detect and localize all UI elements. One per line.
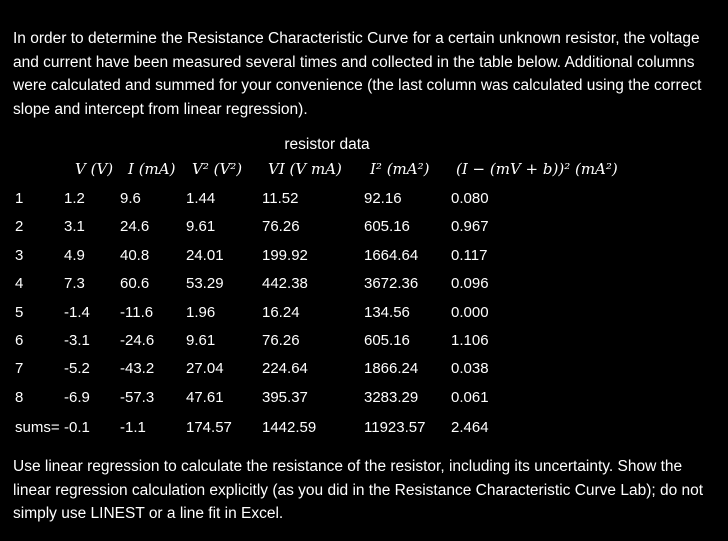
header-vi: VI (V mA)	[268, 160, 342, 178]
row-index: 3	[15, 246, 24, 264]
header-residual: (I − (mV + b))² (mA²)	[456, 160, 618, 178]
sum-cell-res: 2.464	[451, 419, 489, 436]
header-v: V (V)	[75, 160, 114, 178]
table-cell-v2: 47.61	[186, 388, 224, 406]
table-cell-res: 0.000	[451, 303, 489, 321]
row-index: 8	[15, 388, 24, 406]
table-cell-v: 1.2	[64, 190, 85, 207]
table-cell-i2: 3672.36	[364, 275, 419, 293]
table-cell-i2: 605.16	[364, 218, 410, 236]
table-cell-v: -1.4	[64, 303, 90, 321]
instructions-paragraph: Use linear regression to calculate the r…	[13, 458, 704, 522]
table-cell-v2: 53.29	[186, 275, 224, 293]
intro-paragraph: In order to determine the Resistance Cha…	[13, 30, 702, 118]
header-i2: I² (mA²)	[370, 160, 430, 178]
table-cell-i2: 1866.24	[364, 360, 419, 378]
table-cell-res: 0.096	[451, 275, 489, 293]
table-cell-res: 0.117	[451, 246, 488, 264]
sum-cell-v: -0.1	[64, 419, 90, 436]
table-cell-v: -3.1	[64, 332, 90, 349]
table-cell-res: 0.967	[451, 218, 489, 236]
table-cell-v: -6.9	[64, 388, 90, 406]
row-index: 1	[15, 190, 24, 207]
header-i: I (mA)	[128, 160, 176, 178]
table-cell-v2: 1.44	[186, 190, 216, 207]
table-cell-res: 0.061	[451, 388, 489, 406]
table-cell-vi: 395.37	[262, 388, 308, 406]
table-cell-i: 40.8	[120, 246, 150, 264]
table-cell-res: 1.106	[451, 332, 489, 349]
header-v2: V² (V²)	[192, 160, 243, 178]
sum-cell-i: -1.1	[120, 419, 146, 436]
table-cell-res: 0.080	[451, 190, 489, 207]
table-cell-vi: 16.24	[262, 303, 300, 321]
table-cell-v2: 1.96	[186, 303, 216, 321]
table-cell-vi: 442.38	[262, 275, 308, 293]
sum-cell-i2: 11923.57	[364, 419, 426, 436]
sums-label: sums=	[15, 419, 60, 436]
table-cell-i2: 605.16	[364, 332, 410, 349]
table-cell-v2: 9.61	[186, 332, 216, 349]
table-cell-i: -11.6	[120, 303, 154, 321]
table-cell-i: -24.6	[120, 332, 155, 349]
table-cell-i2: 134.56	[364, 303, 410, 321]
table-cell-i: 60.6	[120, 275, 150, 293]
row-index: 7	[15, 360, 24, 378]
row-index: 4	[15, 275, 24, 293]
table-cell-vi: 224.64	[262, 360, 308, 378]
row-index: 6	[15, 332, 24, 349]
row-index: 2	[15, 218, 24, 236]
table-cell-i2: 92.16	[364, 190, 402, 207]
table-cell-vi: 11.52	[262, 190, 299, 207]
table-cell-vi: 199.92	[262, 246, 308, 264]
table-caption: resistor data	[284, 136, 370, 153]
table-cell-i: 24.6	[120, 218, 150, 236]
table-cell-v: -5.2	[64, 360, 90, 378]
table-cell-i2: 1664.64	[364, 246, 419, 264]
table-cell-i: -57.3	[120, 388, 155, 406]
table-cell-v: 7.3	[64, 275, 85, 293]
table-cell-vi: 76.26	[262, 218, 300, 236]
table-cell-v: 3.1	[64, 218, 85, 236]
table-cell-i: 9.6	[120, 190, 141, 207]
table-cell-i: -43.2	[120, 360, 155, 378]
table-cell-i2: 3283.29	[364, 388, 419, 406]
table-cell-v2: 9.61	[186, 218, 216, 236]
sum-cell-v2: 174.57	[186, 419, 232, 436]
table-cell-v2: 24.01	[186, 246, 224, 264]
table-cell-v: 4.9	[64, 246, 85, 264]
sum-cell-vi: 1442.59	[262, 419, 317, 436]
table-cell-res: 0.038	[451, 360, 489, 378]
table-cell-v2: 27.04	[186, 360, 224, 378]
table-cell-vi: 76.26	[262, 332, 300, 349]
row-index: 5	[15, 303, 24, 321]
